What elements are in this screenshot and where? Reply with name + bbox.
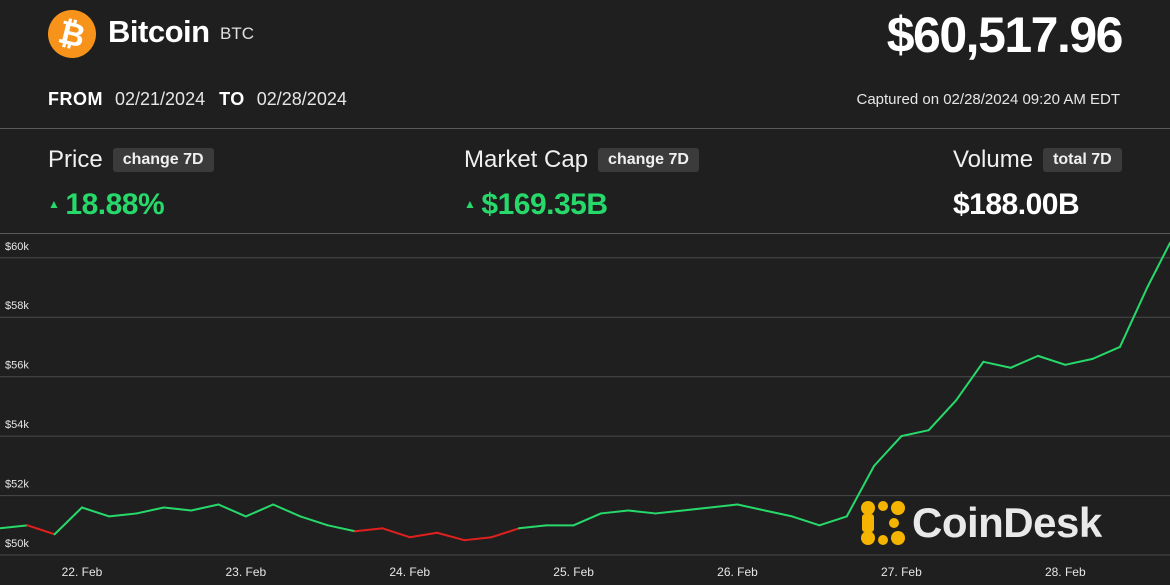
price-line-segment xyxy=(490,527,520,539)
stat-value: ▲ 18.88% xyxy=(48,188,214,222)
price-line-segment xyxy=(108,512,138,518)
y-tick-label: $50k xyxy=(5,538,29,550)
price-line-segment xyxy=(272,503,302,518)
price-line-segment xyxy=(873,435,903,467)
volume-value: $188.00B xyxy=(953,188,1080,221)
price-line-segment xyxy=(955,360,985,402)
stat-value: $188.00B xyxy=(953,188,1122,222)
y-tick-label: $56k xyxy=(5,360,29,372)
price-line-segment xyxy=(791,515,821,527)
coindesk-wordmark: CoinDesk xyxy=(912,499,1102,546)
coin-symbol: BTC xyxy=(220,24,254,43)
price-line-segment xyxy=(627,509,657,515)
divider xyxy=(0,233,1170,234)
price-line-segment xyxy=(818,515,848,527)
date-range: FROM 02/21/2024 TO 02/28/2024 xyxy=(48,89,361,110)
price-line-segment xyxy=(1064,357,1094,366)
to-label: TO xyxy=(219,89,245,109)
stat-period-tag: total 7D xyxy=(1043,148,1122,172)
price-line-segment xyxy=(599,509,630,515)
price-line-segment xyxy=(463,536,493,542)
stat-label: Price xyxy=(48,146,103,173)
price-line-segment xyxy=(681,506,712,512)
price-line-segment xyxy=(190,503,220,512)
current-price: $60,517.96 xyxy=(886,7,1124,63)
x-tick-label: 25. Feb xyxy=(553,565,594,579)
bitcoin-logo-icon: ₿ xyxy=(42,4,102,64)
price-line-segment xyxy=(381,527,411,539)
price-change-value: 18.88% xyxy=(65,188,165,221)
header: ₿ Bitcoin BTC $60,517.96 FROM 02/21/2024 T… xyxy=(0,0,1170,128)
from-date: 02/21/2024 xyxy=(115,89,206,109)
price-line-segment xyxy=(1036,354,1067,366)
price-line-segment xyxy=(982,360,1012,369)
coin-name: Bitcoin xyxy=(108,14,210,49)
x-tick-label: 24. Feb xyxy=(389,565,430,579)
stat-price: Price change 7D ▲ 18.88% xyxy=(48,146,214,222)
y-tick-label: $58k xyxy=(5,300,29,312)
x-tick-label: 28. Feb xyxy=(1045,565,1086,579)
price-line-segment xyxy=(517,524,548,530)
price-line-segment xyxy=(845,464,876,518)
price-line-segment xyxy=(162,506,193,512)
from-label: FROM xyxy=(48,89,103,109)
stat-period-tag: change 7D xyxy=(112,148,214,172)
price-chart: $50k $52k $54k $56k $58k $60k 22. Feb 23. Feb 24… xyxy=(0,241,1170,579)
price-line-segment xyxy=(927,399,958,432)
stat-value: ▲ $169.35B xyxy=(464,188,699,222)
price-line-segment xyxy=(53,506,83,536)
price-line-segment xyxy=(0,524,29,530)
price-line-segment xyxy=(354,527,384,533)
x-tick-label: 27. Feb xyxy=(881,565,922,579)
y-tick-label: $52k xyxy=(5,479,29,491)
coindesk-logo-icon xyxy=(861,501,905,545)
stat-label: Volume xyxy=(953,146,1034,173)
price-line-segment xyxy=(709,503,739,509)
price-line-segment xyxy=(572,512,602,527)
price-line-segment xyxy=(326,524,357,533)
coindesk-watermark: CoinDesk xyxy=(860,498,1102,548)
x-tick-label: 26. Feb xyxy=(717,565,758,579)
price-line-segment xyxy=(1146,241,1170,289)
market-cap-change-value: $169.35B xyxy=(481,188,608,221)
price-line-segment xyxy=(736,503,766,512)
price-line-segment xyxy=(299,515,329,527)
stat-market-cap: Market Cap change 7D ▲ $169.35B xyxy=(464,146,699,222)
y-tick-label: $54k xyxy=(5,419,29,431)
price-line-segment xyxy=(900,429,930,438)
price-line-segment xyxy=(217,503,247,518)
price-line-segment xyxy=(436,531,466,542)
stat-label: Market Cap xyxy=(464,146,589,173)
up-arrow-icon: ▲ xyxy=(48,197,60,212)
captured-timestamp: Captured on 02/28/2024 09:20 AM EDT xyxy=(856,91,1120,108)
price-line-segment xyxy=(135,506,165,515)
to-date: 02/28/2024 xyxy=(256,89,347,109)
y-tick-label: $60k xyxy=(5,241,29,253)
price-line-segment xyxy=(26,524,56,536)
divider xyxy=(0,128,1170,129)
price-line-segment xyxy=(1118,286,1149,348)
price-line-segment xyxy=(1091,345,1121,360)
stat-volume: Volume total 7D $188.00B xyxy=(953,146,1122,222)
price-line-segment xyxy=(80,506,111,518)
price-line-segment xyxy=(654,509,684,515)
stat-period-tag: change 7D xyxy=(598,148,699,172)
price-line-segment xyxy=(408,531,439,539)
x-tick-label: 23. Feb xyxy=(225,565,266,579)
price-line-segment xyxy=(244,503,275,518)
x-tick-label: 22. Feb xyxy=(62,565,103,579)
up-arrow-icon: ▲ xyxy=(464,197,476,212)
price-line-segment xyxy=(763,509,794,518)
price-line-segment xyxy=(1009,354,1039,369)
